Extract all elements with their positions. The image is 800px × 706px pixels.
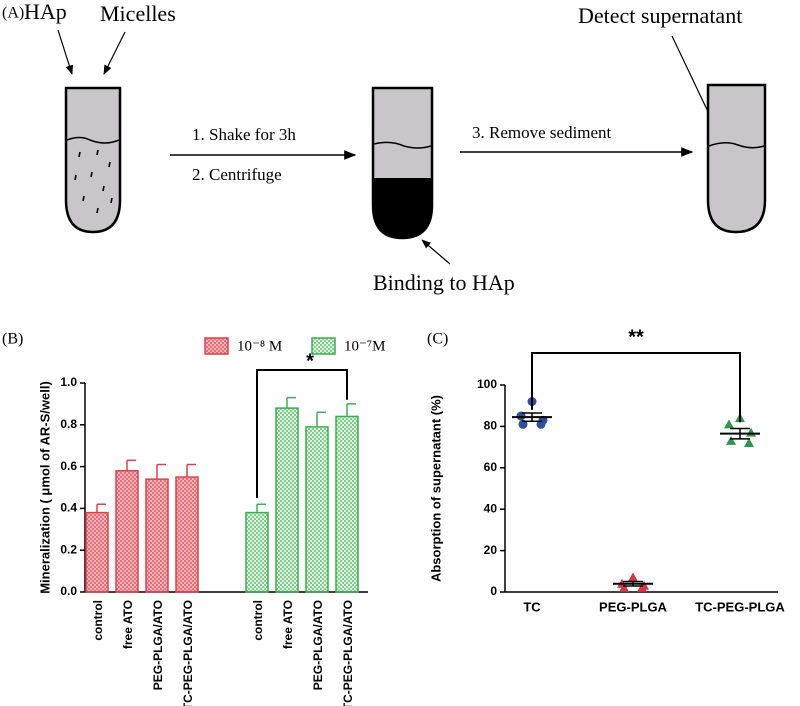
y-axis-label: Mineralization ( μmol of AR-S/well) [37, 381, 52, 594]
diagram: (A) HAp Micelles 1. Shake for 3h 2. Cent… [2, 0, 767, 295]
point [516, 411, 526, 421]
y-tick-label: 0 [490, 584, 497, 598]
arrow [421, 239, 451, 265]
point [724, 419, 734, 429]
point [619, 582, 629, 592]
legend-label: 10⁻⁷M [344, 338, 385, 354]
label: HAp [24, 0, 67, 24]
y-tick-label: 0.0 [60, 584, 77, 598]
tube [706, 83, 767, 234]
arrow [103, 31, 126, 75]
y-tick-label: 80 [484, 419, 498, 433]
y-tick-label: 1.0 [60, 375, 77, 389]
bar [115, 470, 139, 593]
y-tick-label: 20 [484, 543, 498, 557]
x-tick-label: PEG-PLGA/ATO [151, 600, 165, 690]
label: Micelles [100, 1, 176, 26]
significance-bracket [531, 352, 741, 423]
y-tick-label: 0.2 [60, 542, 77, 556]
bar [85, 511, 109, 593]
legend-swatch [204, 337, 229, 355]
tube [64, 86, 122, 234]
point [637, 582, 647, 592]
x-tick-label: PEG-PLGA/ATO [311, 600, 325, 690]
step: 3. Remove sediment [472, 123, 612, 142]
x-tick-label: PEG-PLGA [599, 599, 668, 614]
y-tick-label: 60 [484, 460, 498, 474]
panel-label: (B) [2, 331, 23, 348]
bar [305, 426, 329, 593]
label: Binding to HAp [373, 270, 515, 295]
y-axis-label: Absorption of supernatant (%) [428, 395, 443, 582]
label: Detect supernatant [578, 3, 742, 28]
panel-label: (C) [427, 331, 448, 348]
y-tick-label: 0.4 [60, 501, 77, 515]
bar [335, 415, 359, 593]
y-tick-label: 0.6 [60, 459, 77, 473]
legend-label: 10⁻⁸ M [237, 338, 282, 354]
tube-line [66, 136, 120, 144]
particles [74, 149, 113, 214]
step: 2. Centrifuge [192, 165, 282, 184]
bar [145, 478, 169, 593]
arrow [57, 29, 74, 75]
significance-label: * [306, 350, 314, 372]
bar [175, 476, 199, 593]
point [744, 437, 754, 447]
bar [245, 511, 269, 593]
point [518, 419, 528, 429]
y-tick-label: 40 [484, 501, 498, 515]
x-tick-label: TC-PEG-PLGA/ATO [181, 600, 195, 706]
panel-label: (A) [2, 5, 24, 22]
tube-line [708, 142, 765, 149]
tube-line [373, 141, 432, 149]
x-tick-label: TC-PEG-PLGA [695, 599, 785, 614]
x-tick-label: TC-PEG-PLGA/ATO [341, 600, 355, 706]
x-tick-label: free ATO [281, 600, 295, 649]
point [726, 435, 736, 445]
point [536, 419, 546, 429]
y-tick-label: 100 [477, 377, 497, 391]
significance-bracket [256, 369, 348, 498]
legend-swatch [311, 337, 336, 355]
bar [275, 407, 299, 593]
point [628, 572, 638, 582]
y-tick-label: 0.8 [60, 417, 77, 431]
step: 1. Shake for 3h [192, 125, 296, 144]
x-tick-label: control [91, 600, 105, 641]
x-tick-label: free ATO [121, 600, 135, 649]
x-tick-label: control [251, 600, 265, 641]
sediment [373, 178, 432, 238]
x-tick-label: TC [523, 599, 541, 614]
significance-label: ** [628, 326, 644, 348]
